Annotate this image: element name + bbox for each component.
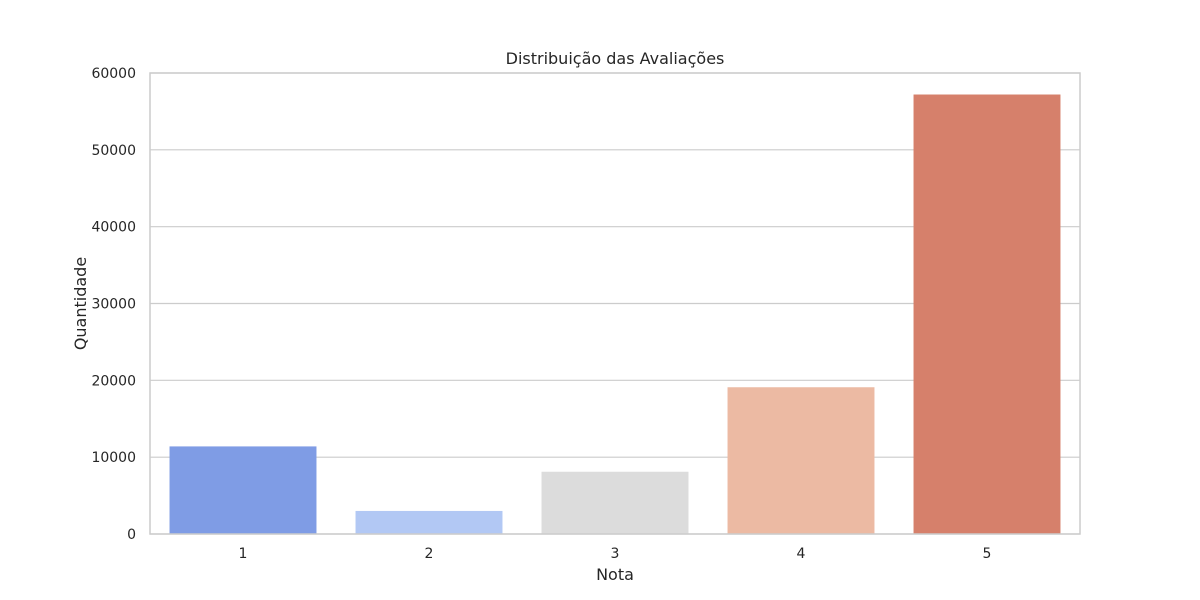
y-tick-label: 60000 bbox=[91, 66, 136, 82]
x-tick-labels: 1 2 3 4 5 bbox=[239, 546, 992, 562]
x-tick-label: 4 bbox=[797, 546, 806, 562]
bar-nota-4 bbox=[727, 387, 875, 534]
x-tick-label: 5 bbox=[983, 546, 992, 562]
x-tick-label: 2 bbox=[425, 546, 434, 562]
bar-nota-1 bbox=[169, 446, 317, 534]
bar-nota-2 bbox=[355, 510, 503, 534]
chart-title: Distribuição das Avaliações bbox=[506, 49, 725, 68]
y-tick-label: 10000 bbox=[91, 450, 136, 466]
y-tick-label: 40000 bbox=[91, 220, 136, 236]
x-axis-title: Nota bbox=[596, 565, 634, 584]
y-tick-labels: 0 10000 20000 30000 40000 50000 60000 bbox=[91, 66, 136, 543]
bar-nota-5 bbox=[913, 94, 1061, 534]
x-tick-label: 3 bbox=[611, 546, 620, 562]
y-tick-label: 30000 bbox=[91, 297, 136, 313]
y-axis-title: Quantidade bbox=[71, 257, 90, 350]
y-tick-label: 0 bbox=[127, 527, 136, 543]
bars bbox=[169, 94, 1061, 534]
plot-frame bbox=[149, 72, 1081, 535]
y-tick-label: 20000 bbox=[91, 373, 136, 389]
x-tick-label: 1 bbox=[239, 546, 248, 562]
y-tick-label: 50000 bbox=[91, 143, 136, 159]
bar-nota-3 bbox=[541, 471, 689, 534]
